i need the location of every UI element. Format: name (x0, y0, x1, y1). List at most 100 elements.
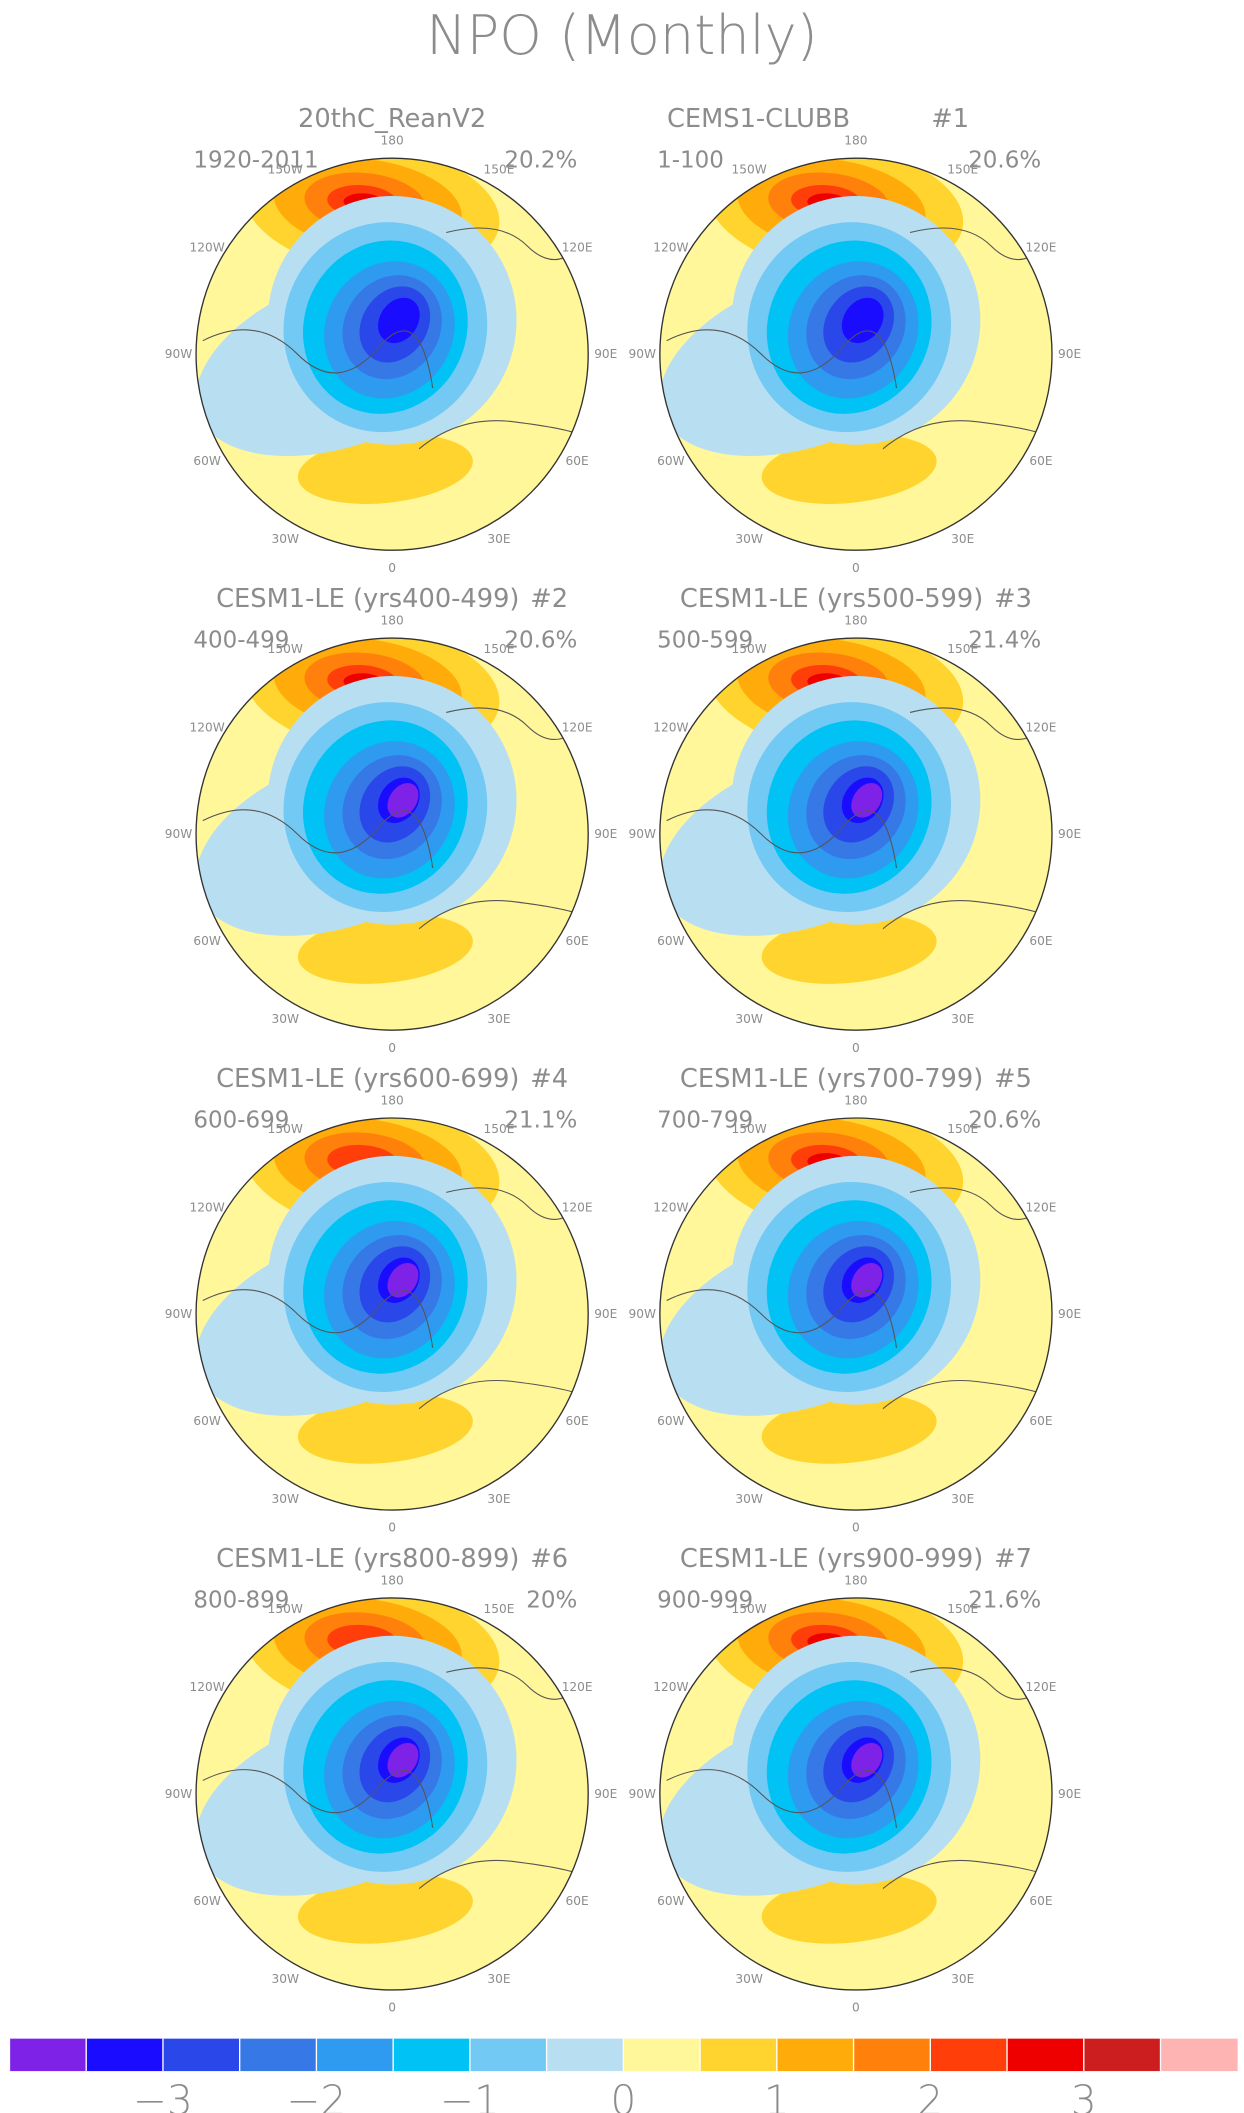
longitude-label: 90E (594, 347, 617, 361)
contour-region (761, 1394, 937, 1464)
longitude-label: 30W (272, 1972, 300, 1986)
longitude-label: 90E (1058, 1787, 1081, 1801)
colorbar-box (546, 2038, 624, 2072)
longitude-label: 60W (657, 1894, 685, 1908)
panel-period: 1-100 (657, 148, 724, 174)
map-panel: 20thC_ReanV2 1920-2011 20.2% 0 30E 60E 90E 120E… (165, 104, 618, 575)
longitude-label: 120E (1025, 720, 1056, 734)
longitude-label: 60W (193, 1894, 221, 1908)
map-field (659, 638, 1052, 1031)
longitude-label: 30W (735, 1012, 763, 1026)
panel-title-text: 20thC_ReanV2 (298, 104, 486, 134)
panel-title: 20thC_ReanV2 (298, 104, 486, 134)
map-field (196, 158, 589, 551)
colorbar-box (1007, 2038, 1085, 2072)
panel-period: 900-999 (657, 1587, 753, 1613)
longitude-label: 90E (1058, 827, 1081, 841)
longitude-label: 90W (165, 827, 193, 841)
contour-region (761, 434, 937, 504)
panel-title-text: CESM1-LE (yrs500-599) (680, 584, 983, 614)
map-border (659, 157, 1053, 551)
map-panel: CESM1-LE (yrs700-799) #5 700-799 20.6% 0 30E 6… (629, 1064, 1082, 1535)
contour-region (761, 1874, 937, 1944)
longitude-label: 180 (844, 614, 867, 628)
longitude-label: 120W (189, 720, 224, 734)
map-field (659, 1597, 1052, 1990)
colorbar-box (162, 2038, 241, 2072)
colorbar-tick-label: −2 (287, 2076, 347, 2113)
longitude-label: 0 (388, 1041, 396, 1055)
panel-period: 700-799 (657, 1107, 753, 1133)
longitude-label: 90W (629, 1787, 657, 1801)
colorbar-box (853, 2038, 931, 2072)
longitude-label: 180 (844, 134, 867, 148)
longitude-label: 120E (562, 1200, 593, 1214)
longitude-label: 180 (381, 614, 404, 628)
map-border (659, 637, 1053, 1031)
longitude-label: 60E (566, 1414, 589, 1428)
panel-member: #5 (994, 1064, 1032, 1094)
colorbar-tick-label: 3 (1071, 2076, 1097, 2113)
colorbar-box (469, 2038, 548, 2072)
longitude-label: 60W (193, 1414, 221, 1428)
longitude-label: 60W (193, 454, 221, 468)
map-border (195, 637, 589, 1031)
longitude-label: 120W (189, 240, 224, 254)
longitude-label: 60E (1029, 454, 1052, 468)
panel-member: #1 (931, 104, 969, 134)
longitude-label: 150W (731, 162, 766, 176)
map-border (195, 1117, 589, 1511)
longitude-label: 180 (844, 1573, 867, 1587)
colorbar-box (700, 2038, 778, 2072)
panel-period: 400-499 (193, 628, 289, 654)
longitude-label: 120W (653, 240, 688, 254)
longitude-label: 60W (193, 934, 221, 948)
longitude-label: 0 (388, 1521, 396, 1535)
longitude-label: 120E (562, 720, 593, 734)
longitude-label: 150E (484, 162, 515, 176)
longitude-label: 90W (629, 347, 657, 361)
colorbar-box (316, 2038, 394, 2072)
map-border (195, 1597, 589, 1991)
colorbar-box (1160, 2038, 1238, 2072)
colorbar-box (776, 2038, 854, 2072)
panel-member: #6 (530, 1544, 568, 1574)
longitude-label: 90W (629, 1307, 657, 1321)
panel-percent: 21.4% (968, 628, 1041, 654)
panel-period: 800-899 (193, 1587, 289, 1613)
longitude-label: 30E (487, 1492, 510, 1506)
longitude-label: 30E (487, 1012, 510, 1026)
longitude-label: 60E (566, 454, 589, 468)
longitude-label: 30E (951, 1492, 974, 1506)
longitude-label: 30E (487, 532, 510, 546)
contour-region (297, 1874, 473, 1944)
longitude-label: 120E (562, 1680, 593, 1694)
map-field (659, 1118, 1052, 1511)
panel-percent: 21.6% (968, 1587, 1041, 1613)
contour-region (387, 782, 419, 818)
longitude-label: 180 (381, 1093, 404, 1107)
colorbar-tick-label: −1 (440, 2076, 500, 2113)
longitude-label: 150W (268, 642, 303, 656)
contour-region (297, 1394, 473, 1464)
contour-region (851, 782, 883, 818)
panel-percent: 20.6% (504, 628, 577, 654)
longitude-label: 120E (562, 240, 593, 254)
map-panel: CESM1-LE (yrs600-699) #4 600-699 21.1% 0 30E 6… (165, 1064, 618, 1535)
longitude-label: 120E (1025, 1680, 1056, 1694)
longitude-label: 90E (1058, 1307, 1081, 1321)
longitude-label: 30W (735, 1492, 763, 1506)
map-field (196, 1118, 589, 1511)
longitude-label: 150E (947, 1122, 978, 1136)
panel-title: CEMS1-CLUBB #1 (667, 104, 969, 134)
panel-title: CESM1-LE (yrs500-599) #3 (680, 584, 1032, 614)
contour-region (387, 1742, 419, 1778)
longitude-label: 60W (657, 454, 685, 468)
contour-region (851, 1742, 883, 1778)
longitude-label: 180 (844, 1093, 867, 1107)
map-panel: CESM1-LE (yrs500-599) #3 500-599 21.4% 0 30E 6… (629, 584, 1082, 1055)
colorbar-box (86, 2038, 164, 2072)
longitude-label: 30W (272, 1012, 300, 1026)
